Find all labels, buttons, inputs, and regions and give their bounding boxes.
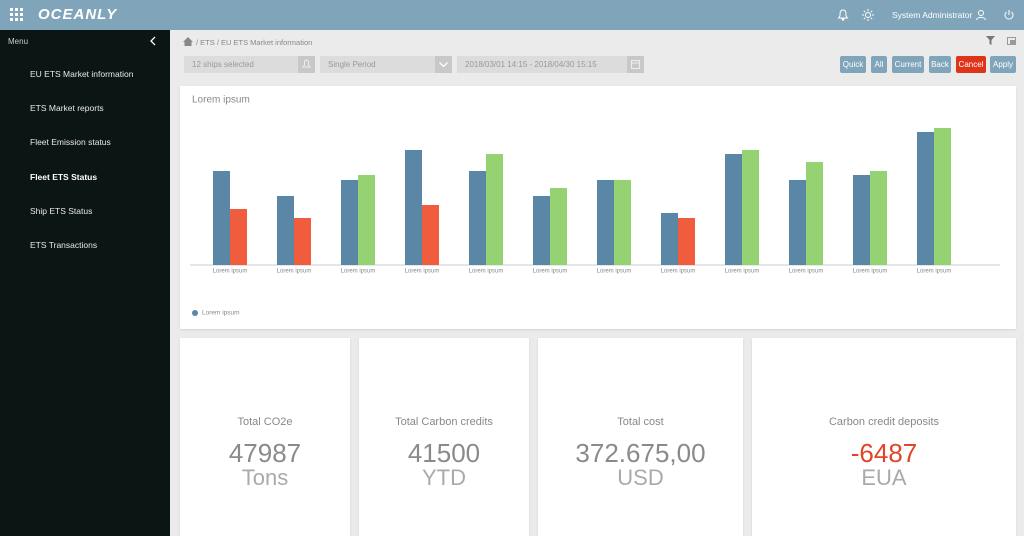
bar	[806, 162, 823, 265]
bar	[213, 171, 230, 265]
kpi-card: Total Carbon credits 41500 YTD	[359, 338, 529, 536]
bar	[422, 205, 439, 265]
date-range[interactable]: 2018/03/01 14:15 - 2018/04/30 15:15	[457, 56, 644, 73]
kpi-card: Total cost 372.675,00 USD	[538, 338, 743, 536]
button[interactable]: Quick	[840, 56, 866, 73]
chart-card: Lorem ipsum Lorem ipsum Lorem ipsum Lorem …	[180, 86, 1016, 329]
range-text: 2018/03/01 14:15 - 2018/04/30 15:15	[465, 60, 597, 69]
bar	[230, 209, 247, 265]
calendar-icon[interactable]	[627, 56, 644, 73]
legend-label[interactable]: Lorem ipsum	[202, 310, 240, 317]
kpi-value: 41500	[407, 438, 481, 468]
x-tick-label: Lorem ipsum	[597, 269, 632, 275]
kpi-value: 372.675,00	[575, 438, 706, 468]
kpi-title: Carbon credit deposits	[828, 416, 940, 428]
menu-item[interactable]: ETS Market reports	[30, 103, 104, 114]
sidebar: Menu EU ETS Market information ETS Market…	[0, 30, 170, 536]
x-tick-label: Lorem ipsum	[917, 269, 952, 275]
kpi-title: Total CO2e	[237, 416, 293, 428]
bar	[853, 175, 870, 265]
x-tick-label: Lorem ipsum	[405, 269, 440, 275]
bar	[917, 132, 934, 265]
menu-item[interactable]: Ship ETS Status	[30, 205, 93, 216]
chart: Lorem ipsum Lorem ipsum Lorem ipsum Lorem …	[190, 95, 1000, 317]
kpi-unit: USD	[617, 465, 664, 490]
x-tick-label: Lorem ipsum	[533, 269, 568, 275]
x-tick-label: Lorem ipsum	[789, 269, 824, 275]
bar	[789, 180, 806, 265]
period-text: Single Period	[328, 60, 376, 69]
x-tick-label: Lorem ipsum	[661, 269, 696, 275]
bar	[870, 171, 887, 265]
bar	[533, 196, 550, 265]
bar	[486, 154, 503, 265]
period-dropdown[interactable]	[435, 56, 452, 73]
button[interactable]: Back	[929, 56, 951, 73]
x-tick-label: Lorem ipsum	[725, 269, 760, 275]
bar	[294, 218, 311, 265]
apps-icon[interactable]	[10, 8, 24, 22]
collapse-icon[interactable]	[149, 36, 157, 46]
menu-item[interactable]: EU ETS Market information	[30, 69, 134, 79]
filter-icon[interactable]	[986, 36, 995, 45]
kpi-value: -6487	[850, 438, 918, 468]
kpi-unit: Tons	[241, 465, 289, 490]
menu-title: Menu	[8, 37, 29, 46]
x-tick-label: Lorem ipsum	[213, 269, 248, 275]
bar	[358, 175, 375, 265]
kpi-card: Total CO2e 47987 Tons	[180, 338, 350, 536]
ships-text: 12 ships selected	[192, 60, 254, 69]
bar	[597, 180, 614, 265]
ships-select[interactable]: 12 ships selected	[184, 56, 315, 73]
x-tick-label: Lorem ipsum	[277, 269, 312, 275]
bar	[614, 180, 631, 265]
bar	[934, 128, 951, 265]
bell-icon[interactable]	[837, 9, 849, 21]
bar	[725, 154, 742, 265]
bar	[341, 180, 358, 265]
chart-title: Lorem ipsum	[192, 95, 250, 106]
window-icon[interactable]	[1007, 37, 1016, 45]
user-icon[interactable]	[975, 9, 987, 21]
period-select[interactable]: Single Period	[320, 56, 452, 73]
kpi-unit: YTD	[422, 465, 466, 490]
x-tick-label: Lorem ipsum	[341, 269, 376, 275]
bar	[678, 218, 695, 265]
bar	[405, 150, 422, 265]
top-bar: OCEANLY System Administrator	[0, 0, 1024, 30]
kpi-title: Total cost	[617, 416, 664, 428]
kpi-card: Carbon credit deposits -6487 EUA	[752, 338, 1016, 536]
kpi-unit: EUA	[861, 465, 907, 490]
breadcrumb[interactable]: / ETS / EU ETS Market information	[196, 38, 313, 47]
menu-item[interactable]: ETS Transactions	[30, 240, 98, 250]
bar	[550, 188, 567, 265]
x-tick-label: Lorem ipsum	[469, 269, 504, 275]
theme-icon[interactable]	[862, 9, 874, 21]
bar	[469, 171, 486, 265]
home-icon[interactable]	[183, 37, 193, 46]
power-icon[interactable]	[1003, 9, 1015, 21]
ships-dropdown[interactable]	[298, 56, 315, 73]
x-tick-label: Lorem ipsum	[853, 269, 888, 275]
kpi-title: Total Carbon credits	[395, 416, 493, 428]
kpi-value: 47987	[228, 438, 302, 468]
bar	[742, 150, 759, 265]
button[interactable]: Current	[892, 56, 924, 73]
menu-item[interactable]: Fleet ETS Status	[30, 171, 98, 182]
menu-item[interactable]: Fleet Emission status	[30, 137, 111, 148]
bar	[277, 196, 294, 265]
button[interactable]: Apply	[990, 56, 1016, 73]
button[interactable]: All	[871, 56, 887, 73]
button[interactable]: Cancel	[956, 56, 986, 73]
user-name[interactable]: System Administrator	[892, 10, 973, 20]
logo: OCEANLY	[38, 6, 118, 23]
bar	[661, 213, 678, 265]
legend-marker	[192, 310, 198, 316]
